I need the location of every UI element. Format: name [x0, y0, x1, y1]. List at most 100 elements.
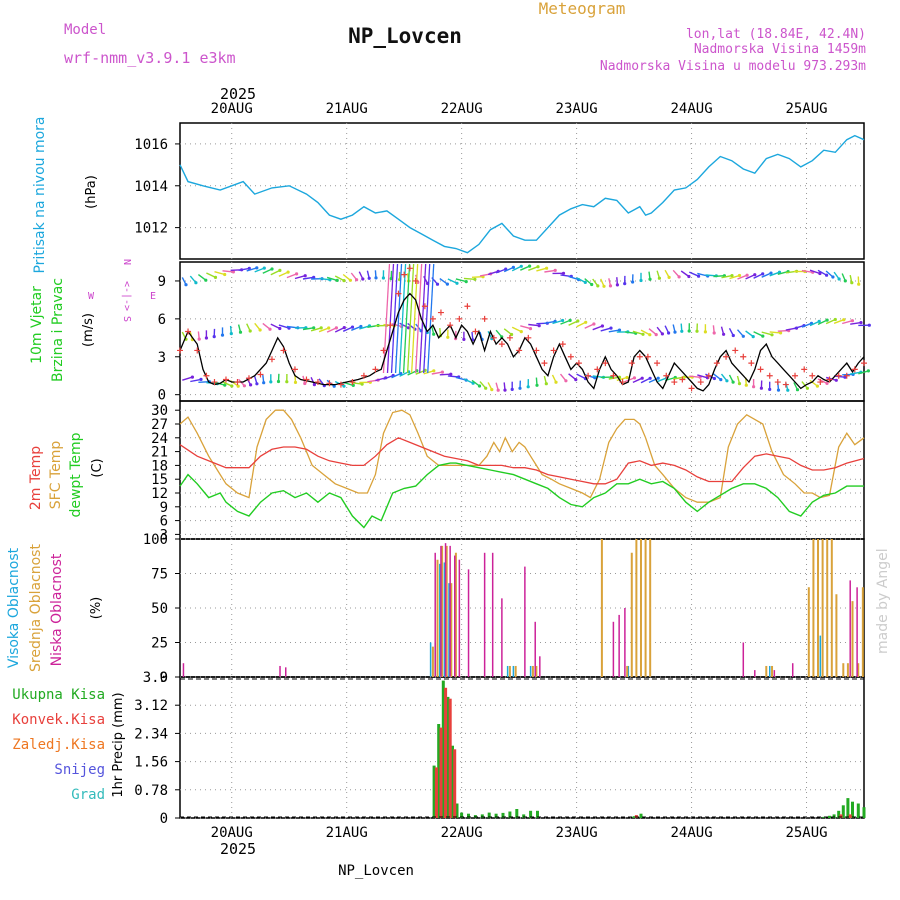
wind-arrow-head — [269, 380, 273, 384]
sfc-temp-line — [179, 409, 865, 503]
wind-arrow-head — [432, 332, 436, 336]
y-tick-label: 0 — [158, 388, 166, 404]
top-day-label: 23AUG — [556, 101, 598, 117]
wind-gust-marker — [464, 303, 471, 310]
wind-gust-marker — [782, 381, 789, 388]
wind-arrow-head — [449, 372, 453, 376]
wind-arrow-head — [648, 376, 652, 380]
wind-arrow — [447, 278, 458, 284]
precip-total-bar — [437, 724, 441, 818]
wind-arrow-head — [667, 331, 671, 335]
y-tick-label: 100 — [143, 532, 168, 548]
wind-arrow — [745, 274, 756, 280]
wind-arrow-head — [544, 382, 548, 386]
wind-arrow-head — [592, 322, 596, 326]
meteogram-title: Meteogram — [539, 0, 626, 18]
wind-arrow-head — [731, 380, 735, 384]
wind-gust-marker — [594, 366, 601, 373]
wind-gust-marker — [774, 379, 781, 386]
precip-total-bar — [460, 812, 464, 818]
wind-gust-marker — [663, 372, 670, 379]
wind-arrow-head — [687, 274, 691, 279]
wind-gust-marker — [654, 360, 661, 367]
wind-arrow-head — [608, 284, 613, 288]
wind-arrow — [689, 271, 699, 277]
precip-total-bar — [441, 680, 445, 818]
wind-arrow — [198, 381, 210, 383]
wind-arrow-head — [262, 381, 266, 385]
wind-arrow-strong — [423, 263, 431, 374]
wind-arrow — [769, 331, 781, 334]
wind-gust-marker — [843, 372, 850, 379]
y-tick-label: 2.34 — [134, 726, 168, 742]
wind-arrow — [568, 320, 579, 326]
wind-gust-marker — [766, 372, 773, 379]
temp-sfc-title: SFC Temp — [48, 441, 64, 510]
legend-snow: Snijeg — [54, 762, 105, 778]
precip-total-bar — [856, 803, 860, 818]
wind-arrow-head — [270, 267, 274, 271]
wind-arrow — [487, 270, 499, 276]
wind-arrow — [439, 373, 451, 376]
top-day-label: 25AUG — [785, 101, 827, 117]
wind-arrow-head — [648, 277, 652, 281]
wind-arrow — [455, 278, 467, 283]
wind-arrow-head — [381, 276, 385, 280]
wind-gust-marker — [326, 380, 333, 387]
wind-arrow — [351, 325, 362, 331]
bottom-day-label: 23AUG — [556, 825, 598, 841]
wind-gust-marker — [177, 347, 183, 354]
wind-arrow-head — [722, 332, 726, 336]
precip-total-bar — [841, 805, 845, 818]
wind-arrow — [809, 320, 820, 327]
wind-arrow-head — [510, 332, 514, 337]
y-tick-label: 6 — [158, 312, 166, 328]
compass-arrow: <-|-> — [121, 281, 132, 311]
legend-graupel: Grad — [71, 787, 105, 803]
wind-arrow-head — [561, 271, 566, 275]
wind-arrow — [302, 276, 314, 280]
wind-arrow — [463, 277, 475, 280]
precip-total-bar — [837, 810, 841, 818]
wind-arrow-head — [230, 384, 234, 388]
wind-arrow-head — [779, 331, 783, 335]
precip-total-bar — [432, 765, 436, 818]
precip-total-bar — [822, 816, 826, 818]
wind-arrow-head — [477, 384, 482, 388]
wind-arrow — [729, 274, 740, 280]
wind-gust-marker — [516, 347, 523, 354]
wind-arrow-head — [584, 320, 588, 324]
cloud-low-title: Niska Oblacnost — [49, 553, 65, 666]
wind-arrow-head — [212, 335, 216, 339]
wind-arrow-strong — [410, 263, 419, 374]
wind-arrow — [318, 327, 329, 333]
wind-gust-marker — [740, 353, 747, 360]
precip-total-bar — [862, 807, 866, 818]
wind-arrow-head — [741, 334, 745, 338]
wind-arrow-head — [561, 318, 565, 323]
wind-arrow — [850, 371, 862, 375]
y-tick-label: 15 — [151, 472, 168, 488]
wind-arrow — [809, 269, 821, 275]
wind-arrow-head — [285, 380, 289, 384]
wind-arrow-head — [687, 329, 691, 333]
wind-arrow — [592, 325, 603, 331]
wind-arrow-head — [825, 318, 829, 322]
wind-arrow-head — [609, 326, 613, 330]
wind-gust-marker — [559, 341, 566, 348]
wind-arrow-head — [490, 388, 494, 392]
wind-gust-marker — [498, 341, 505, 348]
wind-gust-marker — [456, 315, 463, 322]
wind-arrow-head — [745, 273, 749, 277]
wind-subtitle: Brzina i Pravac — [50, 278, 66, 382]
wind-gust-marker — [222, 376, 229, 383]
wind-gust-marker — [697, 379, 704, 386]
wind-arrow-head — [255, 266, 259, 270]
wind-gust-marker — [602, 360, 609, 367]
wind-arrow-head — [825, 273, 829, 277]
panel-frame-5 — [179, 676, 865, 819]
wind-arrow-head — [825, 381, 829, 385]
wind-gust-marker — [575, 360, 582, 367]
wind-speed-line — [179, 292, 865, 392]
bottom-year-label: 2025 — [220, 840, 256, 858]
